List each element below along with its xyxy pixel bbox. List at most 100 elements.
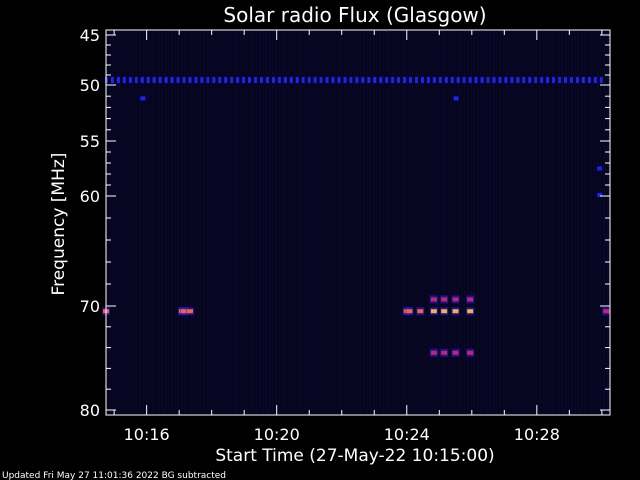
isolated-blob [597,192,603,197]
band-segment [593,77,597,83]
background-column [262,31,265,414]
burst-point [187,309,193,314]
background-column [476,31,479,414]
band-segment [128,77,132,83]
band-segment [265,77,269,83]
background-column [375,31,378,414]
background-column [314,31,317,414]
band-segment [504,77,508,83]
band-segment [391,77,395,83]
y-tick-label: 70 [80,297,100,316]
background-column [525,31,528,414]
burst-point [430,350,437,355]
y-tick-label: 80 [80,401,100,420]
background-column [554,31,557,414]
band-segment [474,77,478,83]
background-column [596,31,599,414]
y-axis-ticks: 45 50 55 60 70 80 [80,26,610,420]
background-column [349,31,352,414]
background-column [421,31,424,414]
background-column [385,31,388,414]
band-segment [546,77,550,83]
band-segment [522,77,526,83]
band-segment [325,77,329,83]
background-column [583,31,586,414]
background-column [577,31,580,414]
band-segment [564,77,568,83]
background-column [531,31,534,414]
background-column [258,31,261,414]
background-column [232,31,235,414]
band-segment [140,77,144,83]
background-column [112,31,115,414]
background-column [346,31,349,414]
y-axis-label: Frequency [MHz] [49,153,69,296]
background-column [570,31,573,414]
background-column [304,31,307,414]
band-segment [313,77,317,83]
background-column [213,31,216,414]
background-column [379,31,382,414]
background-column [580,31,583,414]
band-segment [164,77,168,83]
burst-point [467,297,474,302]
band-segment [236,77,240,83]
background-column [138,31,141,414]
background-column [353,31,356,414]
background-column [574,31,577,414]
background-column [294,31,297,414]
band-segment [414,77,418,83]
band-segment [337,77,341,83]
burst-point [452,350,459,355]
background-column [398,31,401,414]
background-column [541,31,544,414]
band-segment [432,77,436,83]
burst-point [430,309,437,314]
background-column [177,31,180,414]
background-column [203,31,206,414]
background-column [414,31,417,414]
x-tick-label: 10:24 [384,425,430,444]
burst-point [452,309,459,314]
band-segment [510,77,514,83]
background-column [297,31,300,414]
background-column [158,31,161,414]
background-column [528,31,531,414]
background-column [271,31,274,414]
background-column [382,31,385,414]
background-column [154,31,157,414]
background-column [236,31,239,414]
background-column [197,31,200,414]
background-column [132,31,135,414]
background-column [463,31,466,414]
band-segment [170,77,174,83]
background-column [327,31,330,414]
background-column [115,31,118,414]
x-tick-label: 10:28 [514,425,560,444]
background-column [206,31,209,414]
band-segment [355,77,359,83]
band-segment [367,77,371,83]
background-column [437,31,440,414]
background-column [587,31,590,414]
background-column [483,31,486,414]
band-segment [331,77,335,83]
background-column [499,31,502,414]
background-column [301,31,304,414]
band-segment [134,77,138,83]
band-segment [349,77,353,83]
background-column [427,31,430,414]
background-column [567,31,570,414]
background-column [388,31,391,414]
background-column [489,31,492,414]
band-segment [498,77,502,83]
background-column [492,31,495,414]
band-segment [486,77,490,83]
background-column [167,31,170,414]
background-column [275,31,278,414]
background-column [223,31,226,414]
background-column [151,31,154,414]
background-column [141,31,144,414]
background-column [434,31,437,414]
y-tick-label: 50 [80,76,100,95]
